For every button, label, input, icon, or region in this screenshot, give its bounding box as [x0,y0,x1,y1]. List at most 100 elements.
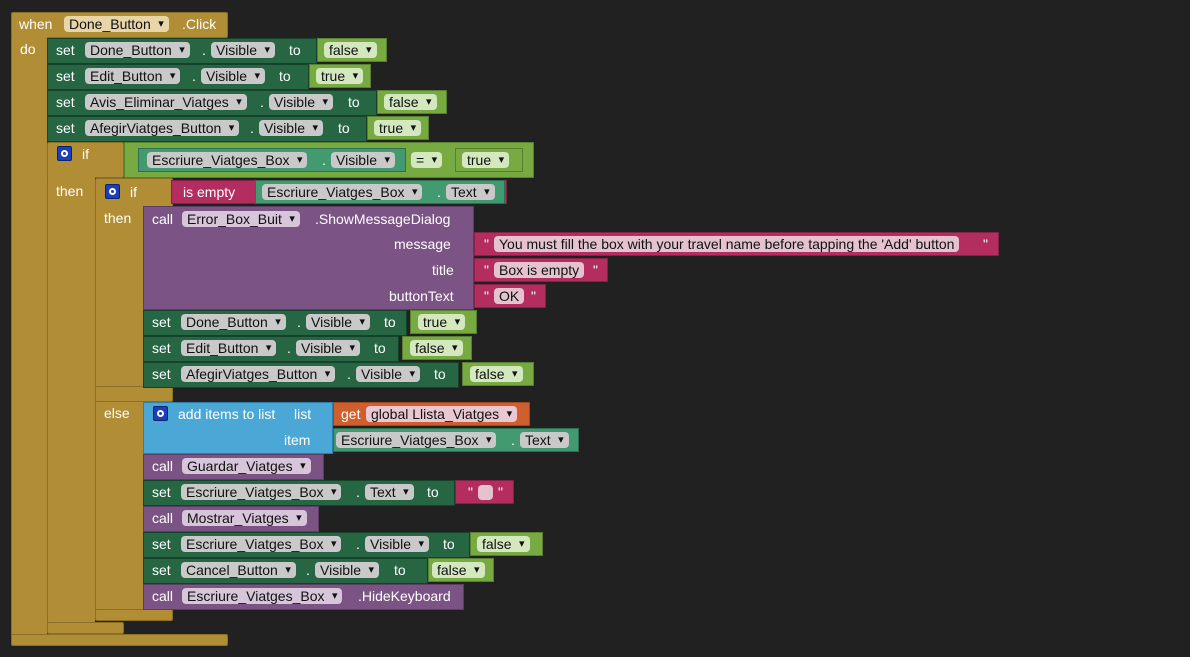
set-label: set [56,120,75,136]
procedure-dropdown[interactable]: Guardar_Viatges [182,458,311,474]
boolean-dropdown[interactable]: true [374,120,422,136]
title-text-field[interactable]: Box is empty [494,262,585,278]
buttontext-label: buttonText [389,288,454,304]
if-label: if [82,146,89,162]
component-dropdown[interactable]: Escriure_Viatges_Box [181,536,342,552]
then-label: then [104,210,132,226]
dot-label: . [322,152,326,168]
quote-mark: " [484,236,489,252]
add-items-to-list-block[interactable] [143,402,333,454]
when-label: when [19,16,53,32]
add-items-label: add items to list [178,406,276,422]
mutator-gear-icon[interactable] [57,146,72,161]
set-label: set [152,562,171,578]
dot-label: . [511,432,515,448]
dot-label: . [192,68,196,84]
is-empty-label: is empty [183,184,236,200]
property-dropdown[interactable]: Text [446,184,495,200]
property-dropdown[interactable]: Visible [296,340,360,356]
boolean-dropdown[interactable]: false [410,340,463,356]
component-dropdown[interactable]: Edit_Button [85,68,181,84]
set-label: set [152,536,171,552]
boolean-dropdown[interactable]: false [384,94,437,110]
component-dropdown[interactable]: Escriure_Viatges_Box [262,184,423,200]
property-dropdown[interactable]: Visible [315,562,379,578]
buttontext-field[interactable]: OK [494,288,525,304]
boolean-dropdown[interactable]: false [432,562,485,578]
property-dropdown[interactable]: Visible [211,42,275,58]
else-label: else [104,405,130,421]
event-body-spine [11,37,47,635]
component-dropdown[interactable]: Error_Box_Buit [182,211,300,227]
event-component-dropdown[interactable]: Done_Button [64,16,169,32]
property-dropdown[interactable]: Visible [365,536,429,552]
property-dropdown[interactable]: Visible [269,94,333,110]
empty-text-field[interactable] [478,485,493,500]
quote-mark: " [531,288,536,304]
mutator-gear-icon[interactable] [105,184,120,199]
boolean-dropdown[interactable]: false [324,42,377,58]
to-label: to [348,94,360,110]
message-text-field[interactable]: You must fill the box with your travel n… [494,236,960,252]
to-label: to [289,42,301,58]
to-label: to [443,536,455,552]
property-dropdown[interactable]: Text [520,432,569,448]
quote-mark: " [484,288,489,304]
list-label: list [294,406,312,422]
property-dropdown[interactable]: Visible [331,152,395,168]
operator-dropdown[interactable]: = [411,152,443,168]
to-label: to [394,562,406,578]
boolean-dropdown[interactable]: false [477,536,530,552]
property-dropdown[interactable]: Visible [259,120,323,136]
property-dropdown[interactable]: Visible [306,314,370,330]
component-dropdown[interactable]: Escriure_Viatges_Box [147,152,308,168]
component-dropdown[interactable]: Escriure_Viatges_Box [182,588,343,604]
dot-label: . [437,184,441,200]
set-label: set [152,484,171,500]
to-label: to [374,340,386,356]
to-label: to [434,366,446,382]
set-label: set [56,42,75,58]
do-label: do [20,41,36,57]
dot-label: . [347,366,351,382]
if-outer-spine [47,177,95,623]
to-label: to [427,484,439,500]
to-label: to [384,314,396,330]
component-dropdown[interactable]: Done_Button [181,314,286,330]
get-label: get [341,406,361,422]
component-dropdown[interactable]: Escriure_Viatges_Box [336,432,497,448]
quote-mark: " [593,262,598,278]
event-block-footer [11,634,228,646]
boolean-dropdown[interactable]: true [316,68,364,84]
quote-mark: " [498,484,503,500]
procedure-dropdown[interactable]: Mostrar_Viatges [182,510,307,526]
property-dropdown[interactable]: Text [365,484,414,500]
component-dropdown[interactable]: AfegirViatges_Button [181,366,336,382]
component-dropdown[interactable]: Done_Button [85,42,190,58]
quote-mark: " [484,262,489,278]
property-dropdown[interactable]: Visible [201,68,265,84]
component-dropdown[interactable]: Escriure_Viatges_Box [181,484,342,500]
boolean-dropdown[interactable]: false [470,366,523,382]
call-label: call [152,510,174,526]
component-dropdown[interactable]: Edit_Button [181,340,277,356]
component-dropdown[interactable]: Cancel_Button [181,562,296,578]
set-label: set [56,68,75,84]
dot-label: . [260,94,264,110]
component-dropdown[interactable]: Avis_Eliminar_Viatges [85,94,247,110]
boolean-dropdown[interactable]: true [462,152,510,168]
component-dropdown[interactable]: AfegirViatges_Button [85,120,240,136]
dot-label: . [356,484,360,500]
variable-dropdown[interactable]: global Llista_Viatges [366,406,518,422]
item-label: item [284,432,311,448]
property-dropdown[interactable]: Visible [356,366,420,382]
if-outer-footer [47,622,124,634]
event-name-label: .Click [182,16,217,32]
mutator-gear-icon[interactable] [153,406,168,421]
set-label: set [152,340,171,356]
dot-label: . [306,562,310,578]
boolean-dropdown[interactable]: true [418,314,466,330]
if-inner-spine [95,207,143,610]
message-label: message [394,236,451,252]
then-label: then [56,183,84,199]
